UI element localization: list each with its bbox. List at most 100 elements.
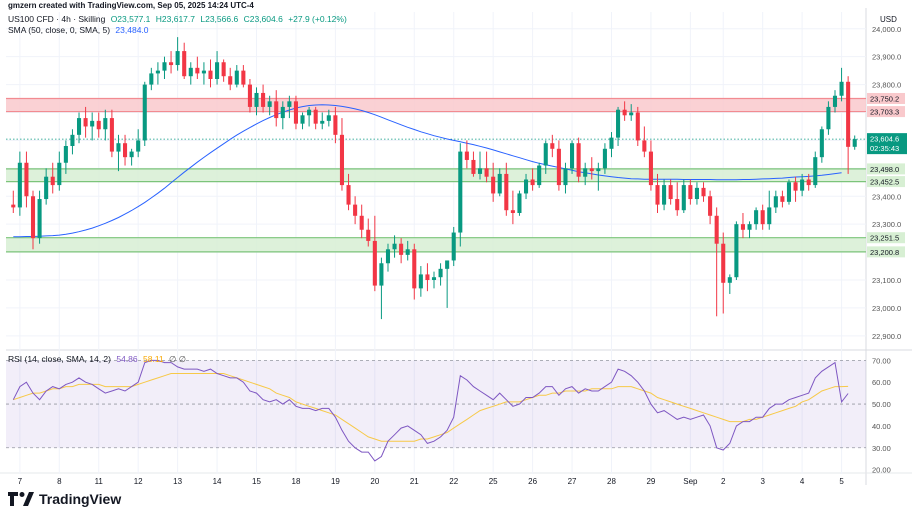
candle-body: [57, 162, 62, 186]
time-tick-label: 18: [292, 477, 301, 486]
price-tick-label: 23,900.0: [872, 53, 901, 62]
candle-body: [136, 140, 141, 152]
candle: [339, 118, 345, 191]
candle-body: [800, 179, 805, 191]
candle: [688, 179, 693, 205]
candle: [359, 204, 364, 239]
rsi-sma-line: [13, 373, 849, 442]
candle-body: [537, 165, 542, 186]
sma-label[interactable]: SMA (50, close, 0, SMA, 5): [8, 25, 111, 35]
candle: [372, 215, 377, 292]
candle-body: [287, 101, 292, 107]
candle: [123, 134, 128, 166]
candle-body: [182, 51, 187, 77]
candle-body: [50, 176, 55, 186]
candle: [431, 271, 437, 289]
candle: [668, 179, 673, 205]
time-tick-label: Sep: [683, 477, 698, 486]
candle: [103, 109, 108, 141]
candle-body: [37, 199, 42, 239]
candle: [24, 151, 29, 208]
candle: [622, 101, 627, 121]
brand-logo[interactable]: TradingView: [8, 491, 121, 507]
time-tick-label: 28: [607, 477, 616, 486]
candle: [366, 218, 371, 247]
candle: [497, 168, 502, 197]
candle: [530, 168, 535, 191]
candle-body: [412, 249, 417, 289]
candle: [721, 232, 726, 314]
candle: [662, 179, 667, 211]
candle-body: [701, 187, 706, 197]
candle: [826, 101, 831, 135]
author-line: gmzern created with TradingView.com, Sep…: [8, 1, 254, 10]
candle: [76, 112, 82, 144]
candle-body: [116, 143, 121, 152]
candle: [280, 101, 285, 130]
time-tick-label: 7: [18, 477, 23, 486]
candle-body: [169, 62, 174, 66]
candle: [477, 151, 483, 180]
candle-body: [392, 243, 397, 250]
candle-body: [195, 67, 200, 74]
candle-body: [721, 243, 726, 283]
time-tick-label: 13: [173, 477, 182, 486]
zone-price-tag: [867, 232, 905, 244]
candle-body: [832, 95, 838, 107]
candle: [142, 81, 147, 146]
candle-body: [293, 101, 298, 124]
candle-body: [129, 151, 134, 158]
candle-body: [346, 185, 351, 205]
candle: [234, 65, 239, 88]
candle: [385, 243, 391, 272]
rsi-tick-label: 30.00: [872, 444, 891, 453]
candle-body: [458, 151, 463, 233]
candle-body: [675, 199, 680, 211]
rsi-tick-label: 20.00: [872, 466, 891, 475]
symbol-label[interactable]: US100 CFD · 4h · Skilling: [8, 14, 106, 24]
last-price-tag: [867, 133, 907, 155]
candle-body: [96, 120, 101, 130]
candle-body: [175, 51, 180, 66]
rsi-label[interactable]: RSI (14, close, SMA, 14, 2): [8, 354, 111, 364]
candle: [274, 90, 279, 127]
candle-body: [629, 112, 634, 116]
candle-body: [760, 210, 765, 225]
candle-body: [734, 224, 739, 278]
time-tick-label: 11: [95, 477, 104, 486]
candle-body: [379, 263, 384, 286]
candle: [155, 62, 160, 85]
candle: [583, 162, 588, 186]
candle: [30, 190, 36, 250]
ohlc-open: O23,577.1: [110, 14, 151, 24]
candle-body: [300, 115, 305, 124]
rsi-tick-label: 60.00: [872, 378, 891, 387]
candle: [609, 132, 614, 158]
candle: [129, 148, 134, 166]
price-tick-label: 23,400.0: [872, 192, 901, 201]
candle-body: [530, 179, 535, 186]
candle: [109, 109, 114, 158]
candle: [379, 257, 384, 320]
candle-body: [70, 134, 75, 146]
candle-body: [123, 143, 128, 158]
currency-label: USD: [880, 15, 897, 24]
rsi-tick-label: 50.00: [872, 400, 891, 409]
time-tick-label: 20: [370, 477, 379, 486]
candle: [11, 190, 16, 213]
candle: [602, 143, 607, 174]
price-tick-label: 22,900.0: [872, 332, 901, 341]
candle: [287, 95, 292, 119]
candle-body: [839, 81, 844, 96]
time-tick-label: 27: [568, 477, 577, 486]
zone-price-tag: [867, 163, 905, 175]
candle-body: [708, 196, 713, 216]
ohlc-low: L23,566.6: [200, 14, 239, 24]
price-tick-label: 24,000.0: [872, 25, 901, 34]
candle-body: [320, 120, 325, 124]
candle: [642, 126, 647, 158]
candle-body: [786, 182, 792, 202]
candle: [169, 51, 174, 74]
candle: [780, 190, 785, 208]
